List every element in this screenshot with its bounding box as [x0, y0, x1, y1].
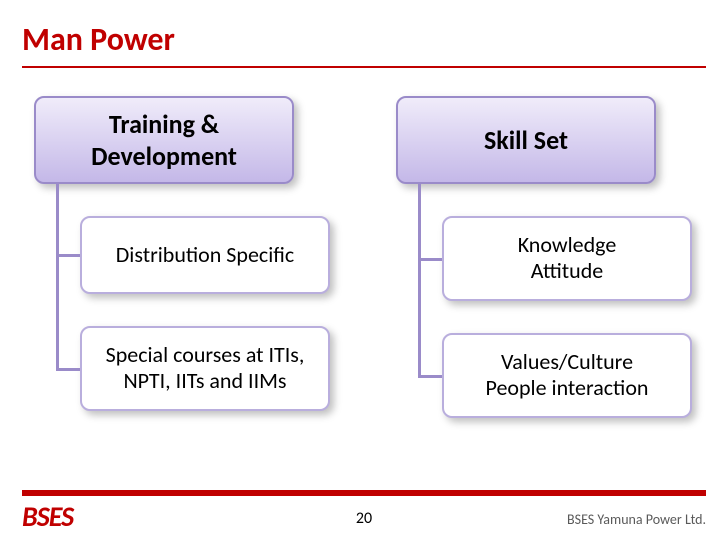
child-node: Values/CulturePeople interaction: [442, 333, 692, 418]
child-node: Special courses at ITIs,NPTI, IITs and I…: [80, 326, 330, 411]
connector-horizontal: [418, 258, 442, 261]
header-node: Skill Set: [396, 96, 656, 184]
title-underline: [22, 66, 706, 68]
child-node-line: People interaction: [486, 375, 649, 401]
child-node-line: Attitude: [531, 258, 603, 284]
connector-vertical: [56, 184, 59, 370]
connector-horizontal: [56, 368, 80, 371]
connector-horizontal: [418, 375, 442, 378]
child-node: Distribution Specific: [80, 216, 330, 294]
right-column: Skill Set KnowledgeAttitude Values/Culture…: [396, 96, 706, 418]
left-column: Training & Development Distribution Speci…: [34, 96, 344, 411]
child-node: KnowledgeAttitude: [442, 216, 692, 301]
child-node-line: Special courses at ITIs,: [106, 342, 305, 368]
connector-horizontal: [56, 254, 80, 257]
connector-vertical: [418, 184, 421, 377]
child-node-line: Distribution Specific: [116, 242, 294, 268]
footer-bar: [22, 490, 706, 496]
child-node-line: Values/Culture: [501, 349, 633, 375]
header-node: Training & Development: [34, 96, 294, 184]
footer-right-text: BSES Yamuna Power Ltd.: [567, 511, 706, 528]
child-node-line: NPTI, IITs and IIMs: [123, 368, 286, 394]
slide-title: Man Power: [22, 20, 175, 59]
child-node-line: Knowledge: [518, 232, 617, 258]
